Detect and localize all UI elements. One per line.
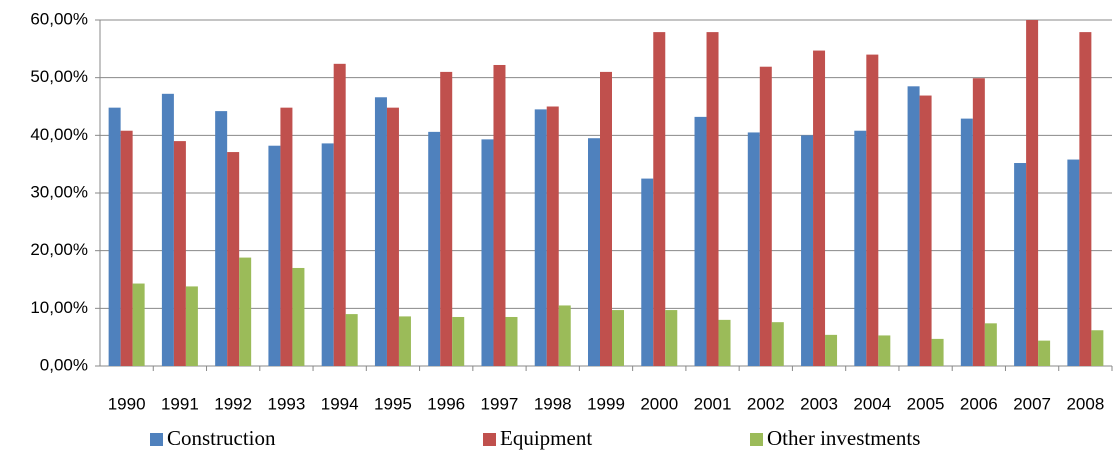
x-tick-label: 1997 (481, 394, 519, 413)
bar (972, 78, 985, 366)
bar (801, 135, 814, 366)
y-tick-label: 30,00% (30, 182, 88, 201)
x-tick-label: 1990 (108, 394, 146, 413)
bar (1014, 163, 1027, 366)
x-tick-label: 2004 (853, 394, 891, 413)
x-tick-label: 2001 (694, 394, 732, 413)
bar (493, 64, 506, 366)
bar (653, 32, 666, 367)
x-tick-label: 1996 (427, 394, 465, 413)
x-tick-label: 1998 (534, 394, 572, 413)
bar (1067, 159, 1080, 366)
bar (588, 138, 600, 366)
y-tick-label: 20,00% (30, 240, 88, 259)
bar (718, 319, 731, 366)
bar (292, 267, 305, 366)
bar (239, 257, 252, 366)
bar (558, 305, 571, 366)
y-tick-label: 50,00% (30, 67, 88, 86)
bar (534, 109, 547, 366)
x-tick-label: 1992 (214, 394, 252, 413)
bar (161, 93, 174, 367)
y-tick-label: 10,00% (30, 298, 88, 317)
legend-swatch (150, 433, 163, 446)
bar (505, 316, 518, 366)
bar (386, 107, 399, 367)
legend-label: Equipment (500, 426, 592, 450)
bar (215, 111, 228, 366)
bar (280, 107, 293, 367)
bar (854, 130, 867, 366)
y-tick-label: 40,00% (30, 125, 88, 144)
bar (665, 310, 678, 366)
x-tick-label: 2006 (960, 394, 998, 413)
bar (878, 335, 891, 366)
bar (452, 316, 465, 366)
bar (931, 338, 944, 366)
bar (706, 32, 719, 367)
x-tick-label: 2008 (1066, 394, 1104, 413)
bar (1038, 340, 1051, 366)
bar (185, 286, 198, 366)
bar (108, 107, 121, 367)
bar (641, 178, 654, 366)
bar (612, 310, 624, 366)
x-tick-label: 2005 (907, 394, 945, 413)
x-tick-label: 2002 (747, 394, 785, 413)
bar (227, 152, 240, 366)
bar (481, 139, 494, 366)
bar (919, 95, 932, 366)
bar (333, 63, 346, 367)
bar (825, 334, 838, 366)
bar (268, 145, 281, 366)
bar (120, 130, 133, 366)
bar (1026, 20, 1039, 366)
bar (771, 322, 784, 366)
bar (428, 131, 441, 366)
x-tick-label: 2003 (800, 394, 838, 413)
bar (984, 323, 997, 366)
bar (759, 66, 772, 367)
bar (132, 283, 145, 366)
x-tick-label: 1994 (321, 394, 359, 413)
bar (321, 143, 334, 366)
legend-label: Construction (167, 426, 276, 450)
x-tick-label: 1999 (587, 394, 625, 413)
bar (960, 118, 973, 366)
bar (1091, 330, 1104, 366)
bar (813, 50, 826, 367)
bar (374, 97, 387, 367)
x-tick-label: 1993 (268, 394, 306, 413)
bar (747, 132, 760, 366)
legend-swatch (750, 433, 763, 446)
bar (546, 106, 559, 366)
bar (907, 86, 920, 367)
bar (600, 71, 612, 367)
bar (866, 54, 879, 366)
legend-label: Other investments (767, 426, 920, 450)
bar (1079, 32, 1092, 367)
bar (440, 71, 453, 367)
bar (398, 316, 411, 366)
x-tick-label: 2007 (1013, 394, 1051, 413)
bar (173, 141, 186, 366)
x-tick-label: 1991 (161, 394, 199, 413)
y-tick-label: 60,00% (30, 9, 88, 28)
y-tick-label: 0,00% (40, 355, 88, 374)
bar (345, 314, 358, 366)
x-tick-label: 2000 (640, 394, 678, 413)
bar (694, 116, 707, 366)
legend-swatch (483, 433, 496, 446)
x-tick-label: 1995 (374, 394, 412, 413)
